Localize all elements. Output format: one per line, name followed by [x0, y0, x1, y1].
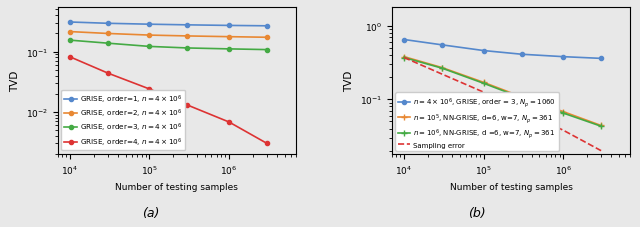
$n = 4\times10^6$, GRISE, order = 3, $N_p = 1060$ [480, 50, 488, 53]
GRISE, order=1, $n = 4 \times 10^6$ [263, 25, 271, 28]
GRISE, order=2, $n = 4 \times 10^6$ [263, 37, 271, 39]
GRISE, order=2, $n = 4 \times 10^6$ [66, 31, 74, 34]
GRISE, order=4, $n = 4 \times 10^6$ [66, 56, 74, 59]
$n = 10^5$, NN-GRISE, d=6, w=7, $N_p = 361$ [480, 82, 488, 84]
$n = 10^6$, NN-GRISE, d =6, w=7, $N_p = 361$ [597, 125, 605, 128]
$n = 10^6$, NN-GRISE, d =6, w=7, $N_p = 361$ [480, 83, 488, 85]
GRISE, order=3, $n = 4 \times 10^6$ [263, 49, 271, 52]
$n = 4\times10^6$, GRISE, order = 3, $N_p = 1060$ [438, 44, 446, 47]
GRISE, order=1, $n = 4 \times 10^6$ [225, 25, 233, 28]
GRISE, order=1, $n = 4 \times 10^6$ [184, 24, 191, 27]
Line: $n = 10^6$, NN-GRISE, d =6, w=7, $N_p = 361$: $n = 10^6$, NN-GRISE, d =6, w=7, $N_p = … [401, 55, 604, 130]
Legend: $n = 4\times10^6$, GRISE, order = 3, $N_p = 1060$, $n = 10^5$, NN-GRISE, d=6, w=: $n = 4\times10^6$, GRISE, order = 3, $N_… [396, 93, 559, 151]
Line: GRISE, order=3, $n = 4 \times 10^6$: GRISE, order=3, $n = 4 \times 10^6$ [68, 39, 269, 52]
X-axis label: Number of testing samples: Number of testing samples [450, 182, 573, 191]
GRISE, order=2, $n = 4 \times 10^6$ [104, 33, 112, 36]
Sampling error [597, 150, 605, 152]
Sampling error [559, 129, 567, 132]
GRISE, order=3, $n = 4 \times 10^6$ [225, 48, 233, 51]
GRISE, order=3, $n = 4 \times 10^6$ [146, 46, 154, 49]
Sampling error [438, 73, 446, 76]
Line: $n = 10^5$, NN-GRISE, d=6, w=7, $N_p = 361$: $n = 10^5$, NN-GRISE, d=6, w=7, $N_p = 3… [401, 54, 604, 129]
GRISE, order=4, $n = 4 \times 10^6$ [225, 121, 233, 124]
$n = 4\times10^6$, GRISE, order = 3, $N_p = 1060$ [559, 56, 567, 59]
GRISE, order=4, $n = 4 \times 10^6$ [184, 104, 191, 107]
Sampling error [518, 110, 525, 113]
$n = 10^6$, NN-GRISE, d =6, w=7, $N_p = 361$ [400, 57, 408, 60]
Line: GRISE, order=4, $n = 4 \times 10^6$: GRISE, order=4, $n = 4 \times 10^6$ [68, 55, 269, 146]
Y-axis label: TVD: TVD [10, 71, 20, 92]
GRISE, order=2, $n = 4 \times 10^6$ [225, 36, 233, 39]
GRISE, order=1, $n = 4 \times 10^6$ [66, 22, 74, 24]
Line: GRISE, order=2, $n = 4 \times 10^6$: GRISE, order=2, $n = 4 \times 10^6$ [68, 30, 269, 40]
Text: (b): (b) [468, 206, 486, 219]
GRISE, order=3, $n = 4 \times 10^6$ [66, 39, 74, 42]
Text: (a): (a) [141, 206, 159, 219]
Line: Sampling error: Sampling error [404, 58, 601, 151]
GRISE, order=4, $n = 4 \times 10^6$ [263, 142, 271, 145]
$n = 10^5$, NN-GRISE, d=6, w=7, $N_p = 361$ [400, 56, 408, 59]
$n = 10^6$, NN-GRISE, d =6, w=7, $N_p = 361$ [518, 97, 525, 100]
GRISE, order=1, $n = 4 \times 10^6$ [146, 24, 154, 26]
$n = 10^6$, NN-GRISE, d =6, w=7, $N_p = 361$ [559, 112, 567, 115]
$n = 4\times10^6$, GRISE, order = 3, $N_p = 1060$ [518, 54, 525, 56]
$n = 10^6$, NN-GRISE, d =6, w=7, $N_p = 361$ [438, 67, 446, 70]
GRISE, order=3, $n = 4 \times 10^6$ [104, 43, 112, 45]
$n = 10^5$, NN-GRISE, d=6, w=7, $N_p = 361$ [518, 96, 525, 99]
GRISE, order=2, $n = 4 \times 10^6$ [146, 35, 154, 37]
Legend: GRISE, order=1, $n = 4 \times 10^6$, GRISE, order=2, $n = 4 \times 10^6$, GRISE,: GRISE, order=1, $n = 4 \times 10^6$, GRI… [61, 91, 186, 151]
Line: GRISE, order=1, $n = 4 \times 10^6$: GRISE, order=1, $n = 4 \times 10^6$ [68, 21, 269, 29]
$n = 10^5$, NN-GRISE, d=6, w=7, $N_p = 361$ [438, 67, 446, 70]
Line: $n = 4\times10^6$, GRISE, order = 3, $N_p = 1060$: $n = 4\times10^6$, GRISE, order = 3, $N_… [402, 38, 604, 61]
GRISE, order=4, $n = 4 \times 10^6$ [104, 72, 112, 75]
GRISE, order=1, $n = 4 \times 10^6$ [104, 23, 112, 26]
$n = 10^5$, NN-GRISE, d=6, w=7, $N_p = 361$ [559, 111, 567, 114]
GRISE, order=4, $n = 4 \times 10^6$ [146, 88, 154, 91]
Y-axis label: TVD: TVD [344, 71, 354, 92]
$n = 4\times10^6$, GRISE, order = 3, $N_p = 1060$ [400, 39, 408, 42]
Sampling error [400, 57, 408, 60]
Sampling error [480, 91, 488, 94]
GRISE, order=3, $n = 4 \times 10^6$ [184, 47, 191, 50]
$n = 4\times10^6$, GRISE, order = 3, $N_p = 1060$ [597, 58, 605, 60]
X-axis label: Number of testing samples: Number of testing samples [115, 182, 238, 191]
$n = 10^5$, NN-GRISE, d=6, w=7, $N_p = 361$ [597, 125, 605, 127]
GRISE, order=2, $n = 4 \times 10^6$ [184, 35, 191, 38]
